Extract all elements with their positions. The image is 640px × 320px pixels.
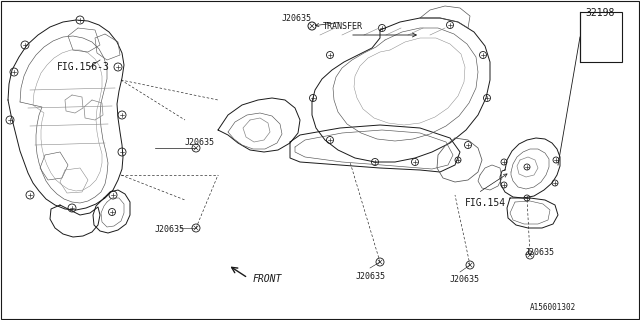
Bar [580,12,622,62]
Text: FIG.154: FIG.154 [465,198,506,208]
Text: 32198: 32198 [585,8,614,18]
Text: J20635: J20635 [525,248,555,257]
Text: J20635: J20635 [185,138,215,147]
Text: J20635: J20635 [282,14,312,23]
Text: FIG.156-3: FIG.156-3 [57,62,110,72]
Text: A156001302: A156001302 [530,303,576,312]
Text: TRANSFER: TRANSFER [323,22,363,31]
Text: J20635: J20635 [356,272,386,281]
Text: J20635: J20635 [450,275,480,284]
Text: J20635: J20635 [155,225,185,234]
Text: FRONT: FRONT [253,274,282,284]
